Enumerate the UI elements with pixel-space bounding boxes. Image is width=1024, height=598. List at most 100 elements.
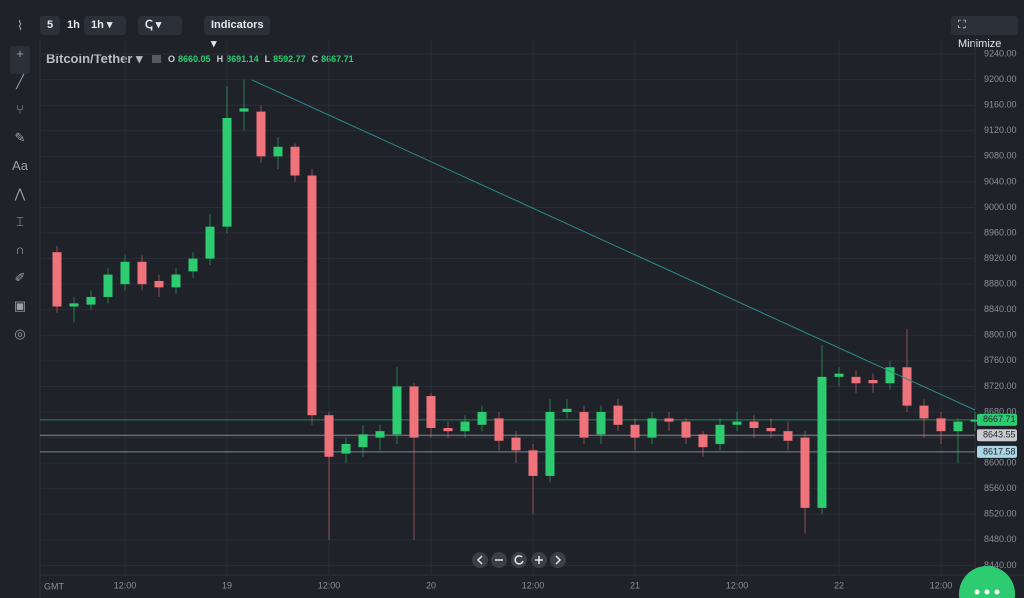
- pair-icon: [152, 55, 162, 63]
- y-tick-label: 9080.00: [984, 151, 1017, 161]
- x-tick-label: 12:00: [930, 580, 953, 590]
- trend-line[interactable]: [251, 79, 976, 411]
- candle-body: [851, 376, 861, 384]
- candle-body: [511, 437, 521, 451]
- candle-body: [800, 437, 810, 508]
- y-tick-label: 8680.00: [984, 406, 1017, 416]
- chat-button[interactable]: [959, 566, 1015, 598]
- ohlc-value: 8660.05: [178, 54, 211, 64]
- ohlc-key: O: [168, 54, 176, 64]
- candle-body: [545, 412, 555, 476]
- nav-right[interactable]: [550, 552, 566, 568]
- y-tick-label: 9000.00: [984, 202, 1017, 212]
- tool-lock[interactable]: ▣: [13, 298, 27, 313]
- candle-body: [783, 431, 793, 441]
- price-label-bg: [977, 429, 1017, 442]
- ohlc-key: L: [264, 54, 271, 64]
- candle-body: [647, 418, 657, 438]
- candle-body: [834, 373, 844, 377]
- price-label: 8643.55: [983, 430, 1016, 440]
- candle-body: [86, 296, 96, 305]
- candle-body: [936, 418, 946, 432]
- price-label-bg: [977, 413, 1017, 426]
- candle-body: [324, 415, 334, 457]
- tool-magnet[interactable]: ∩: [15, 242, 25, 257]
- interval-button[interactable]: 5: [40, 16, 61, 35]
- y-tick-label: 8960.00: [984, 227, 1017, 237]
- candle-body: [409, 386, 419, 438]
- nav-reset[interactable]: [511, 552, 527, 568]
- candles: [52, 79, 980, 540]
- ohlc-value: 8592.77: [273, 54, 306, 64]
- tool-line[interactable]: ╱: [16, 74, 24, 89]
- y-tick-label: 9240.00: [984, 48, 1017, 58]
- candle-body: [919, 405, 929, 419]
- tool-pattern[interactable]: ⋀: [14, 186, 26, 201]
- tool-brush[interactable]: ✎: [14, 130, 26, 145]
- x-tick-label: 12:00: [114, 580, 137, 590]
- y-tick-label: 8720.00: [984, 381, 1017, 391]
- ohlc-key: C: [311, 54, 319, 64]
- candle-body: [273, 146, 283, 157]
- tool-text[interactable]: Aa: [12, 158, 28, 173]
- candle-body: [358, 434, 368, 448]
- minimize-button[interactable]: ⛶ Minimize: [951, 16, 1018, 50]
- indicators-dropdown[interactable]: Indicators ▾: [204, 16, 270, 50]
- candle-body: [698, 434, 708, 448]
- tool-fork[interactable]: ⑂: [16, 102, 24, 117]
- x-tick-label: 12:00: [318, 580, 341, 590]
- ohlc-readout: O 8660.05 H 8691.14 L 8592.77 C 8667.71: [168, 54, 360, 64]
- candle-body: [902, 367, 912, 406]
- y-tick-label: 8520.00: [984, 509, 1017, 519]
- tool-hide[interactable]: ◎: [14, 326, 26, 341]
- nav-buttons: [472, 552, 566, 568]
- candle-body: [613, 405, 623, 425]
- tool-chart[interactable]: ⌇: [16, 18, 24, 33]
- pair-title[interactable]: Bitcoin/Tether ▾: [46, 51, 162, 67]
- chart-type-dropdown[interactable]: ↅ ▾: [138, 16, 182, 35]
- candle-body: [817, 376, 827, 508]
- candle-body: [443, 427, 453, 432]
- y-tick-label: 9120.00: [984, 125, 1017, 135]
- price-label: 8617.58: [983, 446, 1016, 456]
- candle-body: [970, 419, 980, 422]
- y-tick-label: 8560.00: [984, 483, 1017, 493]
- x-tick-label: 12:00: [726, 580, 749, 590]
- y-tick-label: 8480.00: [984, 534, 1017, 544]
- tool-pencil[interactable]: ✐: [14, 270, 26, 285]
- candle-body: [239, 108, 249, 112]
- y-tick-label: 8840.00: [984, 304, 1017, 314]
- nav-icons: [476, 555, 562, 565]
- candle-body: [664, 418, 674, 422]
- candle-body: [630, 424, 640, 438]
- candle-body: [460, 421, 470, 432]
- nav-left[interactable]: [472, 552, 488, 568]
- candle-body: [154, 280, 164, 288]
- y-tick-label: 9040.00: [984, 176, 1017, 186]
- candle-body: [341, 443, 351, 454]
- candle-body: [494, 418, 504, 441]
- candle-body: [69, 303, 79, 307]
- candle-body: [103, 274, 113, 297]
- candle-body: [392, 386, 402, 435]
- candle-body: [766, 427, 776, 432]
- tool-measure[interactable]: ⌶: [16, 214, 24, 229]
- resolution-button[interactable]: 1h: [67, 19, 80, 31]
- x-tick-label: 21: [630, 580, 640, 590]
- grid: [40, 40, 975, 575]
- resolution-dropdown[interactable]: 1h ▾: [84, 16, 126, 35]
- candle-body: [120, 261, 130, 285]
- x-tick-label: 19: [222, 580, 232, 590]
- chat-dots: [974, 589, 1000, 595]
- candle-body: [885, 367, 895, 384]
- candle-body: [528, 450, 538, 476]
- minimize-label: Minimize: [958, 38, 1002, 50]
- candle-body: [681, 421, 691, 438]
- tool-crosshair[interactable]: +: [10, 46, 30, 74]
- y-tick-label: 8600.00: [984, 458, 1017, 468]
- x-tick-label: 22: [834, 580, 844, 590]
- x-tick-label: 12:00: [522, 580, 545, 590]
- candle-body: [953, 421, 963, 432]
